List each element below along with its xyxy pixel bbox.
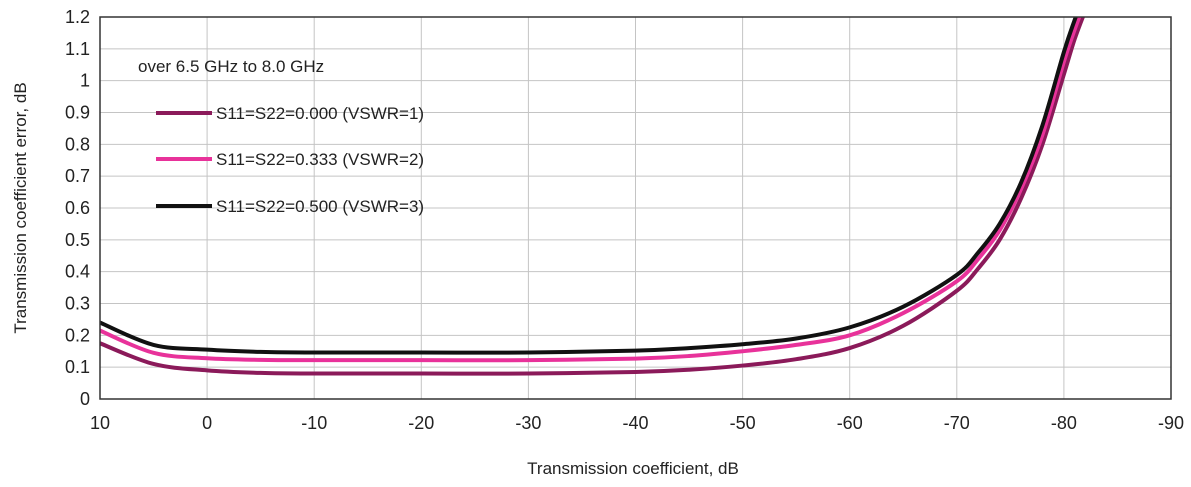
plot-frame (99, 16, 1172, 400)
x-tick-label: -60 (837, 413, 863, 433)
x-tick-label: 10 (90, 413, 110, 433)
x-tick-labels: 10 0 -10 -20 -30 -40 -50 -60 -70 -80 -90 (90, 413, 1184, 433)
y-tick-label: 0.4 (65, 262, 90, 282)
x-tick-label: -40 (622, 413, 648, 433)
y-tick-label: 0.1 (65, 357, 90, 377)
x-tick-label: -50 (730, 413, 756, 433)
x-tick-label: -70 (944, 413, 970, 433)
legend-label-vswr2: S11=S22=0.333 (VSWR=2) (216, 150, 424, 169)
y-tick-label: 0.7 (65, 166, 90, 186)
x-tick-label: 0 (202, 413, 212, 433)
legend-label-vswr3: S11=S22=0.500 (VSWR=3) (216, 197, 424, 216)
y-tick-label: 0.9 (65, 103, 90, 123)
y-axis-title: Transmission coefficient error, dB (11, 82, 30, 333)
y-tick-label: 0.3 (65, 294, 90, 314)
x-tick-label: -10 (301, 413, 327, 433)
series-line-vswr2 (100, 17, 1082, 363)
legend: S11=S22=0.000 (VSWR=1) S11=S22=0.333 (VS… (156, 104, 424, 216)
y-tick-label: 0.5 (65, 230, 90, 250)
y-tick-label: 1.2 (65, 7, 90, 27)
y-tick-label: 0.6 (65, 198, 90, 218)
y-tick-label: 1 (80, 71, 90, 91)
y-tick-label: 1.1 (65, 39, 90, 59)
x-tick-label: -90 (1158, 413, 1184, 433)
series-line-vswr1 (100, 17, 1086, 376)
x-tick-label: -80 (1051, 413, 1077, 433)
y-tick-label: 0.2 (65, 325, 90, 345)
x-tick-label: -20 (408, 413, 434, 433)
y-tick-labels: 0 0.1 0.2 0.3 0.4 0.5 0.6 0.7 0.8 0.9 1 1.1 1.2 (65, 7, 90, 409)
x-axis-title: Transmission coefficient, dB (527, 459, 739, 478)
y-tick-label: 0 (80, 389, 90, 409)
x-tick-label: -30 (515, 413, 541, 433)
frequency-range-annotation: over 6.5 GHz to 8.0 GHz (138, 57, 324, 76)
legend-label-vswr1: S11=S22=0.000 (VSWR=1) (216, 104, 424, 123)
series-line-vswr3 (100, 17, 1078, 355)
y-tick-label: 0.8 (65, 134, 90, 154)
series-lines (100, 17, 1086, 376)
